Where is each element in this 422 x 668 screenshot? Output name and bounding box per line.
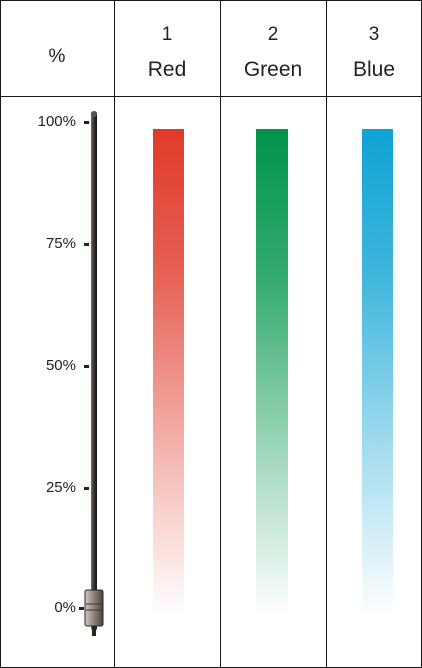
tick-mark [79, 607, 84, 610]
column-divider [326, 0, 327, 668]
slider-track-top [91, 111, 97, 117]
column-divider [114, 0, 115, 668]
tick-mark [84, 121, 89, 124]
channel-name: Green [243, 58, 303, 81]
red-gradient-strip [153, 129, 184, 616]
channel-number: 2 [267, 24, 279, 45]
tick-mark [84, 243, 89, 246]
tick-label: 100% [37, 113, 76, 130]
slider-thumb[interactable] [84, 589, 104, 636]
tick-label: 50% [45, 357, 76, 374]
channel-name: Red [147, 58, 187, 81]
slider-track [91, 111, 97, 631]
percent-header: % [48, 46, 66, 67]
blue-gradient-strip [362, 129, 393, 616]
tick-0: 0% [0, 599, 76, 617]
column-divider [220, 0, 221, 668]
tick-25: 25% [0, 479, 76, 497]
green-gradient-strip [256, 129, 288, 616]
tick-50: 50% [0, 357, 76, 375]
channel-number: 1 [161, 24, 173, 45]
tick-label: 25% [45, 479, 76, 496]
tick-label: 75% [45, 235, 76, 252]
level-slider[interactable] [82, 108, 108, 640]
tick-75: 75% [0, 235, 76, 253]
tick-100: 100% [0, 113, 76, 131]
tick-label: 0% [54, 599, 76, 616]
tick-mark [84, 365, 89, 368]
channel-name: Blue [352, 58, 396, 81]
tick-mark [84, 487, 89, 490]
channel-number: 3 [368, 24, 380, 45]
header-divider [0, 96, 422, 97]
